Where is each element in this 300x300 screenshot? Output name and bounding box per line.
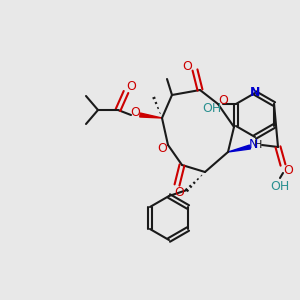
Text: H: H — [254, 140, 262, 150]
Polygon shape — [228, 145, 250, 152]
Text: O: O — [157, 142, 167, 154]
Text: O: O — [130, 106, 140, 118]
Text: O: O — [182, 59, 192, 73]
Text: O: O — [218, 94, 228, 107]
Text: OH: OH — [202, 103, 222, 116]
Text: O: O — [174, 187, 184, 200]
Text: OH: OH — [270, 181, 290, 194]
Text: N: N — [250, 85, 260, 98]
Text: O: O — [283, 164, 293, 176]
Text: N: N — [248, 139, 258, 152]
Polygon shape — [140, 113, 162, 118]
Text: O: O — [126, 80, 136, 94]
